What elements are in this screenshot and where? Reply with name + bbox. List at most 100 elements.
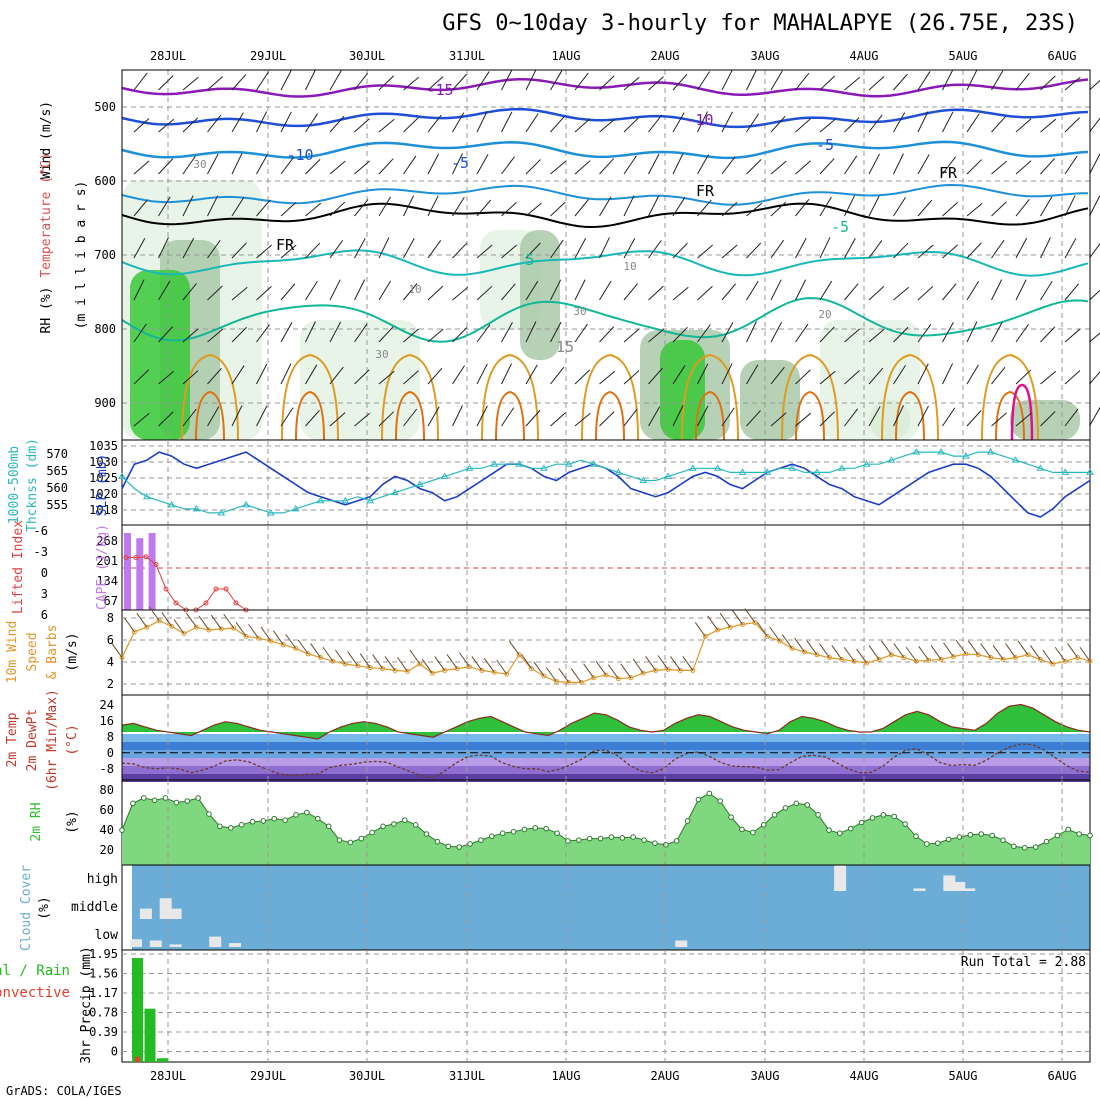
wind-barb: [942, 244, 958, 259]
wind-point: [442, 667, 448, 673]
wind-barb: [893, 112, 906, 133]
date-label-bottom: 30JUL: [349, 1069, 385, 1083]
wind-barb: [427, 76, 444, 91]
wind-barb: [256, 71, 270, 91]
wind-barb: [476, 324, 491, 343]
rh2m-point: [260, 818, 267, 824]
contour-minus5b: [121, 183, 1089, 206]
rh2m-point: [576, 837, 582, 843]
wind-barb: [599, 196, 612, 217]
wind-barb: [427, 285, 444, 301]
thickness-point: [391, 488, 399, 496]
slp-tick: 1025: [89, 471, 118, 485]
wind-point: [256, 635, 262, 641]
wind-barb: [378, 118, 395, 133]
wind-barb-10m: [124, 617, 135, 633]
contour-label: 20: [818, 308, 831, 321]
contour-20: [795, 390, 825, 441]
rh2m-point: [391, 821, 397, 827]
wind-barb-10m: [570, 668, 582, 683]
label-temp2m: (6hr Min/Max): [45, 689, 60, 791]
contour-15: [281, 353, 339, 441]
rh2m-point: [619, 835, 626, 841]
wind-barb: [133, 323, 147, 343]
wind-barb: [501, 156, 515, 175]
rh2m-point: [793, 800, 800, 807]
wind-barb: [452, 112, 465, 133]
wind-barb: [819, 118, 836, 133]
label-wind10m: (m/s): [65, 632, 80, 671]
wind-barb: [648, 76, 664, 91]
wind-point: [913, 658, 919, 664]
wind-barb: [329, 279, 341, 301]
wind-barb: [893, 242, 909, 259]
rh2m-point: [945, 836, 952, 843]
wind-barb: [133, 237, 146, 259]
wind-barb: [158, 411, 174, 427]
label-wind10m: & Barbs: [45, 625, 60, 680]
wind-barb-10m: [992, 645, 1004, 660]
wind-barb: [354, 72, 369, 91]
temp-fill: [122, 704, 1090, 739]
thickness-point: [366, 496, 375, 504]
thickness-point: [267, 508, 275, 516]
wind-point: [901, 655, 907, 661]
wind-barb: [1089, 153, 1100, 175]
wind-barb: [550, 201, 566, 217]
wind-barb: [868, 285, 885, 301]
wind-point: [1037, 656, 1043, 662]
rh2m-point: [369, 829, 375, 836]
pressure-tick: 700: [94, 248, 116, 262]
wind-barb: [280, 156, 295, 175]
run-total: Run Total = 2.88: [961, 955, 1086, 970]
cloud-bar: [169, 944, 182, 947]
wind-barb: [427, 406, 440, 427]
contour-label: -10: [686, 111, 713, 129]
wind-barb: [770, 321, 783, 343]
wind-barb: [917, 154, 930, 175]
label-cloud: Cloud Cover: [19, 865, 34, 951]
wind-point: [367, 665, 373, 671]
wind-barb: [844, 76, 861, 91]
wind-barb-10m: [744, 608, 756, 623]
wind-barb: [525, 159, 541, 175]
rh-shading: [130, 270, 190, 440]
wind-barb: [795, 412, 812, 427]
wind-barb: [1064, 283, 1080, 301]
thickness-point: [217, 508, 226, 516]
wind-barb-10m: [843, 646, 855, 662]
wind-barb-10m: [657, 655, 669, 670]
thickness-point: [664, 472, 672, 479]
rh2m-point: [826, 827, 832, 833]
thickness-point: [540, 464, 548, 471]
wind-barb: [819, 237, 831, 259]
thickness-tick: 570: [46, 447, 68, 461]
wind-barb: [1040, 411, 1056, 427]
wind-barb: [672, 326, 688, 343]
thickness-point: [813, 468, 821, 475]
cloud-bar: [913, 888, 926, 891]
wind-barb: [1015, 412, 1032, 427]
wind-barb-10m: [210, 614, 222, 630]
wind-point: [504, 671, 510, 677]
wind-point: [640, 670, 646, 676]
wind-barb: [868, 367, 884, 385]
wind-barb-10m: [334, 649, 346, 665]
wind-barb-10m: [955, 639, 967, 655]
temp-tick: 16: [100, 714, 114, 728]
wind-barb: [378, 280, 392, 301]
wind-barb: [819, 75, 836, 91]
rh2m-point: [358, 835, 365, 842]
wind-barb: [868, 240, 883, 259]
wind-barb: [574, 412, 591, 427]
wind-barb: [305, 280, 318, 301]
wind-barb: [868, 114, 883, 133]
wind-point: [131, 629, 137, 635]
precip-bar: [132, 958, 143, 1062]
wind-point: [144, 624, 150, 630]
wind-point: [404, 668, 410, 674]
wind-barb-10m: [421, 658, 433, 674]
wind-barb: [1040, 370, 1057, 385]
wind-barb: [672, 242, 688, 259]
wind-barb: [966, 321, 978, 343]
